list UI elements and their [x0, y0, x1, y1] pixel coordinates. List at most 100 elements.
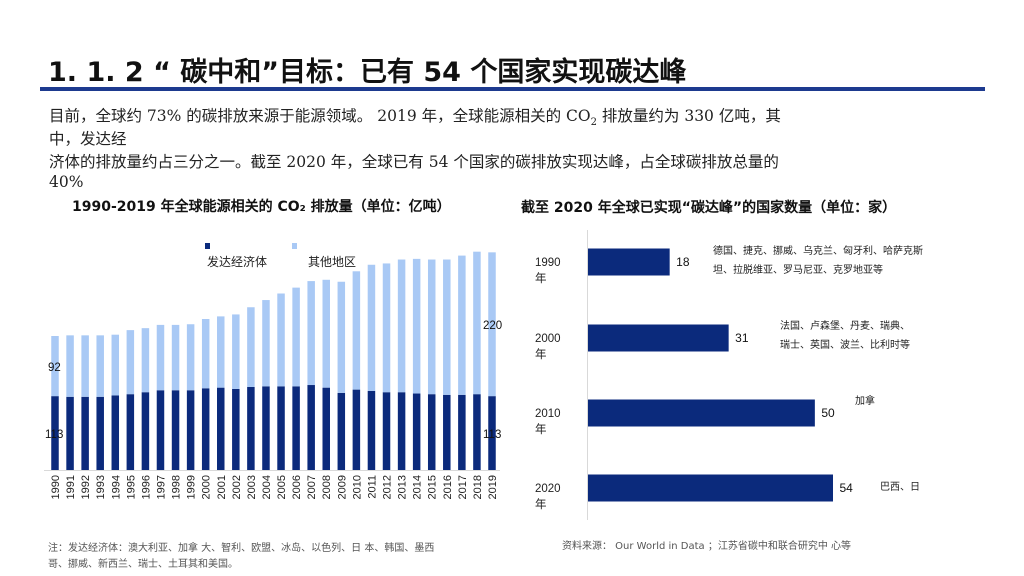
bar-developed-2011 — [367, 390, 376, 470]
x-tick-label: 2005 — [276, 475, 288, 499]
bar-others-2003 — [247, 307, 255, 387]
y-tick-label: 年 — [535, 271, 547, 285]
annotation: 法国、卢森堡、丹麦、瑞典、 — [780, 319, 910, 332]
y-tick-label: 年 — [535, 497, 547, 511]
bar-developed-1999 — [186, 390, 195, 470]
bar-others-2013 — [397, 259, 406, 393]
bar-developed-1998 — [171, 390, 180, 470]
bar-developed-2017 — [458, 394, 466, 470]
bar-others-2018 — [473, 251, 481, 395]
bar-others-1995 — [126, 330, 135, 395]
x-tick-label: 2010 — [351, 475, 363, 499]
bar-developed-2005 — [277, 386, 285, 470]
x-tick-label: 2018 — [472, 475, 484, 499]
y-tick-label: 1990 — [535, 257, 561, 269]
x-tick-label: 2015 — [427, 475, 439, 499]
bar-others-2009 — [337, 281, 346, 393]
x-tick-label: 2008 — [321, 475, 333, 499]
bar-others-2016 — [443, 259, 451, 395]
bar-others-2017 — [458, 255, 466, 395]
x-tick-label: 2009 — [336, 475, 348, 499]
data-label: 50 — [821, 406, 835, 420]
bar-developed-1995 — [126, 394, 135, 470]
bar-2020 年 — [588, 474, 833, 502]
bar-developed-2004 — [262, 386, 270, 470]
bar-developed-2007 — [307, 385, 315, 470]
x-tick-label: 1997 — [155, 475, 167, 499]
bar-others-2006 — [292, 287, 300, 387]
body-line-3: 济体的排放量约占三分之一。截至 2020 年，全球已有 54 个国家的碳排放实现… — [49, 153, 779, 171]
x-tick-label: 2001 — [216, 475, 228, 499]
data-label: 31 — [735, 331, 749, 345]
y-tick-label: 2020 — [535, 483, 561, 495]
bar-others-2005 — [277, 293, 285, 387]
legend-label-developed: 发达经济体 — [207, 254, 267, 269]
bar-others-1997 — [156, 324, 165, 391]
body-line-4: 40% — [49, 173, 84, 191]
page-title-continuation: 峰 — [659, 57, 687, 88]
bar-others-2004 — [262, 300, 270, 387]
bar-developed-2003 — [247, 386, 255, 470]
bar-others-1990 — [51, 336, 59, 397]
bar-developed-2016 — [443, 394, 451, 470]
bar-developed-1994 — [111, 395, 120, 470]
x-tick-label: 2006 — [291, 475, 303, 499]
bar-developed-1990 — [51, 396, 59, 470]
bar-others-2007 — [307, 281, 315, 386]
x-tick-label: 2014 — [412, 475, 424, 499]
body-line-2: 中，发达经 — [49, 130, 127, 148]
annotation: 德国、捷克、挪威、乌克兰、匈牙利、哈萨克斯 — [713, 244, 923, 257]
page-title: 1. 1. 2 “ 碳中和”目标：已有 54 个国家实现碳达 — [48, 57, 660, 88]
data-label: 220 — [483, 320, 502, 332]
bar-developed-2002 — [232, 388, 240, 470]
data-label: 18 — [676, 255, 690, 269]
source-note: 资料来源： Our World in Data ；江苏省碳中和联合研究中 心等 — [562, 541, 852, 552]
footnote-line-2: 哥、挪威、新西兰、瑞士、土耳其和美国。 — [48, 559, 238, 570]
x-tick-label: 2013 — [397, 475, 409, 499]
subscript: 2 — [590, 117, 597, 129]
bar-developed-2019 — [488, 396, 496, 470]
footnote-line-1: 注：发达经济体：澳大利亚、加拿 大、智利、欧盟、冰岛、以色列、日 本、韩国、墨西 — [48, 543, 435, 554]
bar-others-2019 — [488, 252, 496, 397]
x-tick-label: 1998 — [171, 475, 183, 499]
y-tick-label: 2000 — [535, 333, 561, 345]
title-divider — [40, 87, 985, 91]
bar-developed-1996 — [141, 392, 150, 470]
bar-others-2008 — [322, 279, 330, 388]
left-chart-title: 1990-2019 年全球能源相关的 CO₂ 排放量（单位：亿吨） — [72, 199, 451, 215]
x-tick-label: 2007 — [306, 475, 318, 499]
annotation: 瑞士、英国、波兰、比利时等 — [780, 338, 910, 351]
bar-developed-2013 — [397, 392, 406, 470]
bar-2010 年 — [588, 399, 815, 427]
x-tick-label: 2000 — [201, 475, 213, 499]
annotation: 坦、拉脱维亚、罗马尼亚、克罗地亚等 — [713, 263, 883, 276]
annotation: 加拿 — [855, 394, 875, 407]
bar-others-1993 — [96, 335, 104, 397]
bar-others-1992 — [81, 335, 89, 397]
bar-developed-2006 — [292, 386, 300, 470]
x-tick-label: 2002 — [231, 475, 243, 499]
x-tick-label: 2017 — [457, 475, 469, 499]
x-tick-label: 1991 — [65, 475, 77, 499]
data-label: 92 — [48, 362, 61, 374]
annotation: 巴西、日 — [880, 481, 920, 493]
x-tick-label: 2003 — [246, 475, 258, 499]
bar-developed-1997 — [156, 390, 165, 470]
x-tick-label: 2012 — [382, 475, 394, 499]
legend-swatch-developed — [205, 243, 210, 249]
bar-others-1998 — [171, 324, 180, 391]
x-tick-label: 2016 — [442, 475, 454, 499]
bar-developed-2018 — [473, 394, 481, 470]
x-tick-label: 1999 — [186, 475, 198, 499]
x-tick-label: 1992 — [80, 475, 92, 499]
bar-others-2014 — [412, 258, 421, 394]
y-tick-label: 2010 — [535, 408, 561, 420]
bar-others-2010 — [352, 271, 361, 390]
bar-developed-1993 — [96, 396, 104, 470]
x-tick-label: 1994 — [110, 475, 122, 499]
body-line-1: 目前，全球约 73% 的碳排放来源于能源领域。 2019 年，全球能源相关的 C… — [49, 104, 781, 128]
bar-developed-1991 — [66, 396, 74, 470]
x-tick-label: 2004 — [261, 475, 273, 499]
